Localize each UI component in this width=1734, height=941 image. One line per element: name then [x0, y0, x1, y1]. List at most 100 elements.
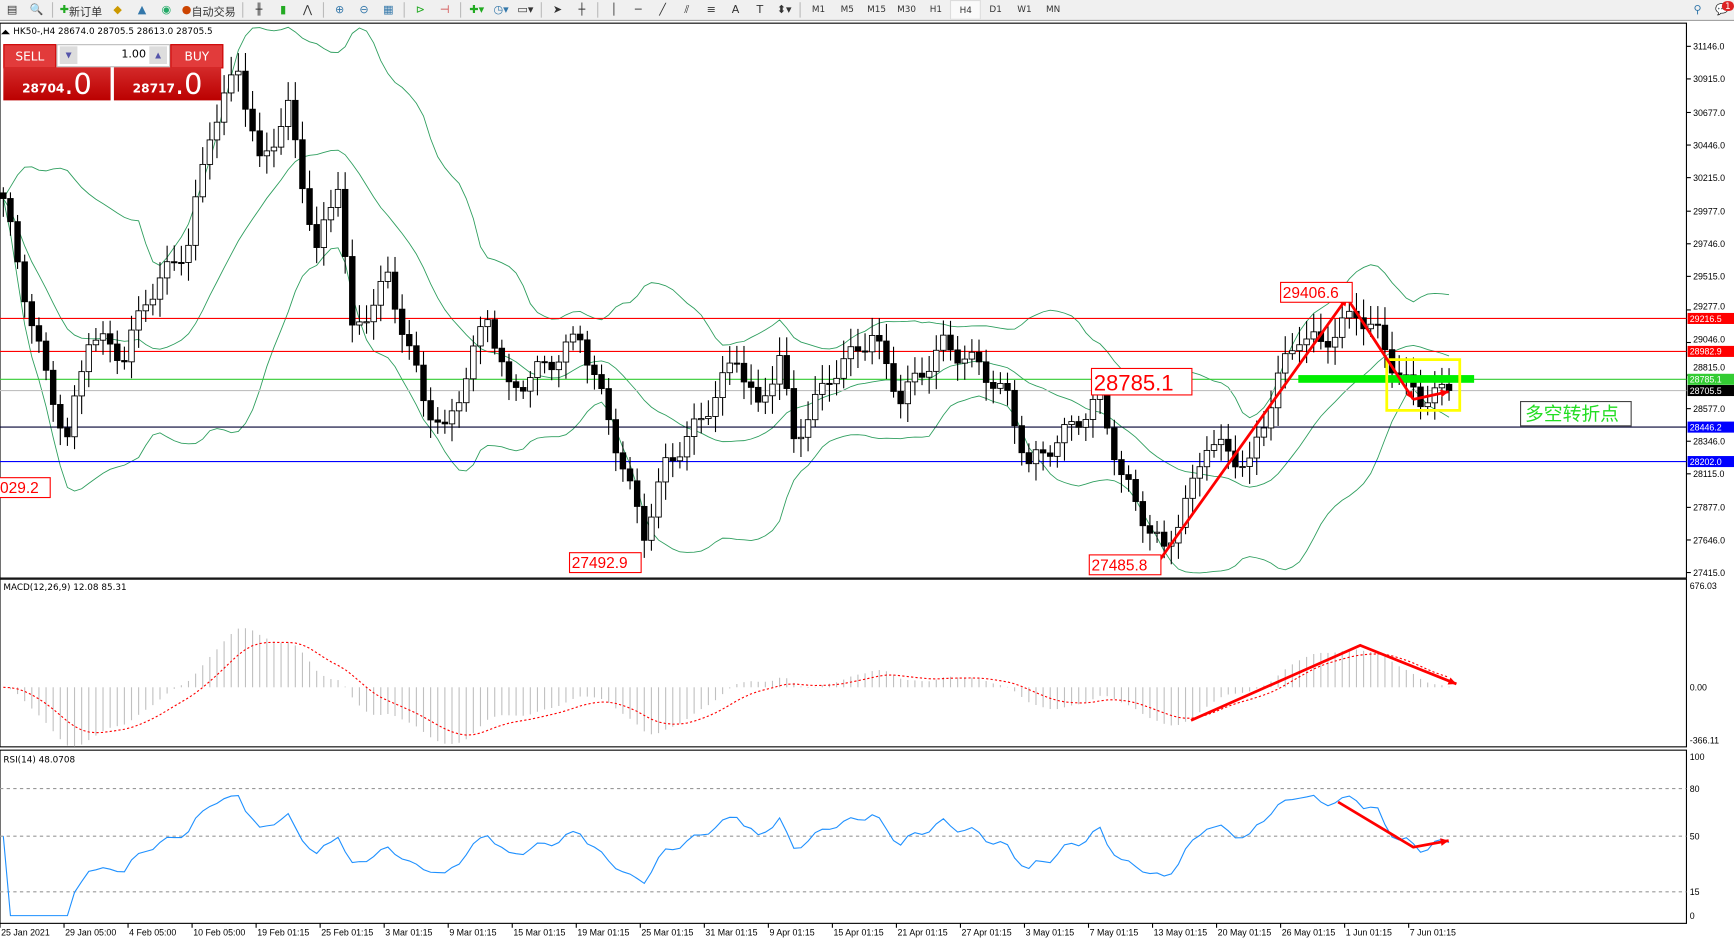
candle: [313, 206, 320, 264]
candle-body: [192, 196, 199, 246]
templates-dropdown-icon[interactable]: ▭▾: [517, 3, 534, 16]
new-chart-icon[interactable]: ▤: [6, 3, 18, 16]
candle-body: [249, 108, 256, 132]
candle: [156, 262, 164, 317]
trendline-icon[interactable]: ╱: [659, 3, 666, 16]
chart-shift-icon[interactable]: ⊣: [439, 3, 450, 16]
notifications-button[interactable]: 💬 1: [1710, 1, 1734, 19]
candle: [1032, 440, 1040, 481]
candle: [277, 108, 285, 155]
candle-body: [178, 261, 185, 264]
new-order-button[interactable]: ✚ 新订单: [56, 1, 105, 19]
candle-body: [527, 377, 534, 392]
auto-scroll-icon[interactable]: ⊳: [415, 3, 425, 16]
price-axis-label: 27415.0: [1693, 568, 1725, 578]
cursor-icon[interactable]: ➤: [552, 3, 563, 16]
one-click-trading-panel: SELL ▼ ▲ BUY 28704.0 28717.0: [3, 44, 224, 101]
crosshair-icon[interactable]: ┼: [578, 3, 586, 16]
candle-body: [769, 383, 776, 397]
search-icon[interactable]: ⚲: [1693, 3, 1702, 16]
chart-area[interactable]: 31146.0 30915.0 30677.0 30446.0 30215.0 29977…: [0, 21, 1734, 941]
candle-body: [71, 395, 78, 438]
timeframe-d1[interactable]: D1: [989, 3, 1002, 14]
candle: [57, 394, 64, 446]
signals-icon[interactable]: ◉: [161, 3, 172, 16]
candle: [933, 335, 940, 390]
collapse-icon: [1, 29, 10, 35]
equidistant-channel-icon[interactable]: ⫽: [684, 3, 690, 16]
timeframe-m1[interactable]: M1: [811, 3, 826, 14]
metaeditor-icon[interactable]: ◆: [113, 3, 122, 16]
price-axis-label: 27646.0: [1693, 535, 1725, 545]
candle: [1146, 514, 1154, 551]
timeframe-h4[interactable]: H4: [950, 0, 982, 20]
candlestick-chart-icon[interactable]: ▮: [280, 3, 287, 16]
lot-size-stepper[interactable]: ▼ ▲: [56, 44, 171, 68]
timeframe-m30[interactable]: M30: [897, 3, 917, 14]
text-label-icon[interactable]: T: [756, 3, 764, 16]
candle-body: [1132, 479, 1139, 502]
sell-price-button[interactable]: 28704.0: [3, 67, 111, 101]
tile-windows-icon[interactable]: ▦: [383, 3, 394, 16]
candle-body: [78, 371, 85, 397]
price-axis-label: 30446.0: [1693, 140, 1725, 150]
lot-size-input[interactable]: [79, 46, 149, 63]
candle-body: [1310, 331, 1317, 340]
candle-body: [299, 139, 306, 190]
candle-body: [1139, 501, 1147, 527]
time-axis-label: 7 Jun 01:15: [1410, 927, 1456, 937]
candle-body: [1424, 402, 1431, 408]
text-tool-icon[interactable]: A: [731, 3, 740, 16]
chart-header: HK50-,H4 28674.0 28705.5 28613.0 28705.5: [13, 27, 212, 37]
arrows-dropdown-icon[interactable]: ⬍▾: [776, 3, 792, 16]
candle-body: [925, 370, 933, 378]
candle: [92, 328, 100, 352]
timeframe-h1[interactable]: H1: [929, 3, 943, 14]
candle: [961, 345, 968, 380]
sell-button[interactable]: SELL: [3, 44, 57, 69]
buy-button[interactable]: BUY: [170, 44, 224, 69]
zoom-in-icon[interactable]: ⊕: [334, 3, 345, 16]
price-axis-label: 29746.0: [1693, 239, 1725, 249]
timeframe-mn[interactable]: MN: [1045, 3, 1061, 14]
buy-price-button[interactable]: 28717.0: [113, 67, 222, 101]
candle-body: [263, 150, 271, 157]
buy-price-main: 28717: [132, 81, 175, 96]
candle: [142, 289, 149, 322]
timeframe-m5[interactable]: M5: [840, 3, 854, 14]
candle: [648, 503, 655, 551]
decrease-lot-icon[interactable]: ▼: [59, 46, 78, 64]
candle-body: [171, 261, 178, 264]
level-price-tag: [1687, 421, 1734, 433]
candle: [576, 325, 584, 353]
price-label-box: [1088, 554, 1162, 576]
candle: [35, 317, 43, 353]
candle: [1132, 469, 1139, 511]
candle-body: [776, 355, 783, 385]
line-chart-icon[interactable]: ⋀: [303, 3, 313, 16]
auto-trading-button[interactable]: ● 自动交易: [178, 1, 239, 19]
timeframe-w1[interactable]: W1: [1017, 3, 1032, 14]
fibonacci-icon[interactable]: ≡: [706, 3, 716, 16]
candle: [341, 172, 349, 274]
candle: [327, 189, 335, 233]
bollinger-lower-band: [2, 198, 1450, 574]
increase-lot-icon[interactable]: ▲: [149, 46, 167, 64]
candle: [911, 357, 919, 396]
timeframe-m15[interactable]: M15: [867, 3, 887, 14]
candle-body: [463, 378, 470, 404]
zoom-out-icon[interactable]: ⊖: [359, 3, 369, 16]
candle: [384, 256, 392, 289]
bar-chart-icon[interactable]: ╫: [255, 3, 263, 16]
candle-body: [690, 418, 698, 437]
navigator-icon[interactable]: ▲: [137, 3, 147, 16]
indicators-dropdown-icon[interactable]: ✚▾: [469, 3, 485, 16]
horizontal-line-icon[interactable]: ─: [634, 3, 642, 16]
candle-body: [363, 321, 370, 324]
vertical-line-icon[interactable]: │: [610, 3, 618, 16]
candle-body: [883, 340, 890, 365]
profiles-icon[interactable]: 🔍: [29, 3, 44, 16]
candle: [1225, 423, 1232, 470]
candle-body: [1324, 341, 1332, 348]
periods-dropdown-icon[interactable]: ◷▾: [493, 3, 509, 16]
